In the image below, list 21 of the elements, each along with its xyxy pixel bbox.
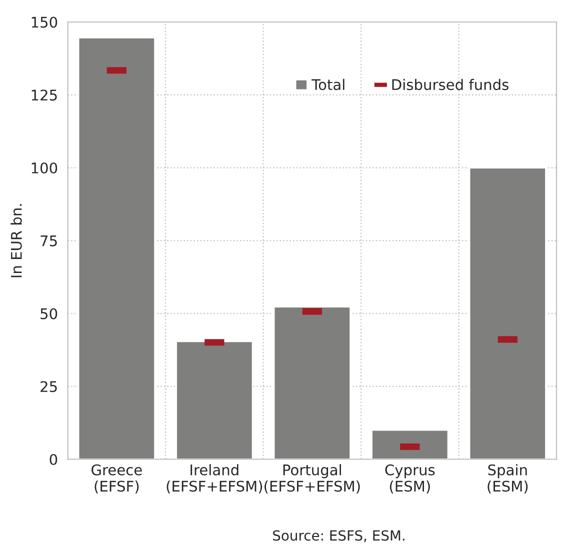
y-tick-label: 0 (50, 454, 58, 465)
x-tick-label: Portugal (EFSF+EFSM) (264, 464, 360, 494)
y-tick-label: 75 (40, 236, 57, 246)
y-tick-label: 125 (32, 90, 57, 101)
y-tick-label: 25 (40, 381, 57, 392)
bar (176, 340, 254, 460)
x-tick-label: Ireland (EFSF+EFSM) (166, 464, 262, 494)
legend-label: Total (312, 78, 344, 90)
x-tick-label: Cyprus (ESM) (385, 464, 435, 494)
bar (273, 306, 351, 460)
bar (78, 37, 156, 460)
y-tick-label: 150 (32, 16, 58, 28)
legend-label: Disbursed funds (392, 78, 508, 90)
y-tick-label: 50 (40, 308, 58, 320)
y-tick-label: 100 (32, 162, 58, 174)
x-tick-label: Spain (ESM) (488, 464, 528, 494)
bar (371, 429, 449, 460)
y-axis-title: In EUR bn. (10, 204, 22, 278)
x-tick-label: Greece (EFSF) (92, 464, 142, 494)
bar (468, 167, 546, 460)
source-note: Source: ESFS, ESM. (273, 530, 404, 542)
